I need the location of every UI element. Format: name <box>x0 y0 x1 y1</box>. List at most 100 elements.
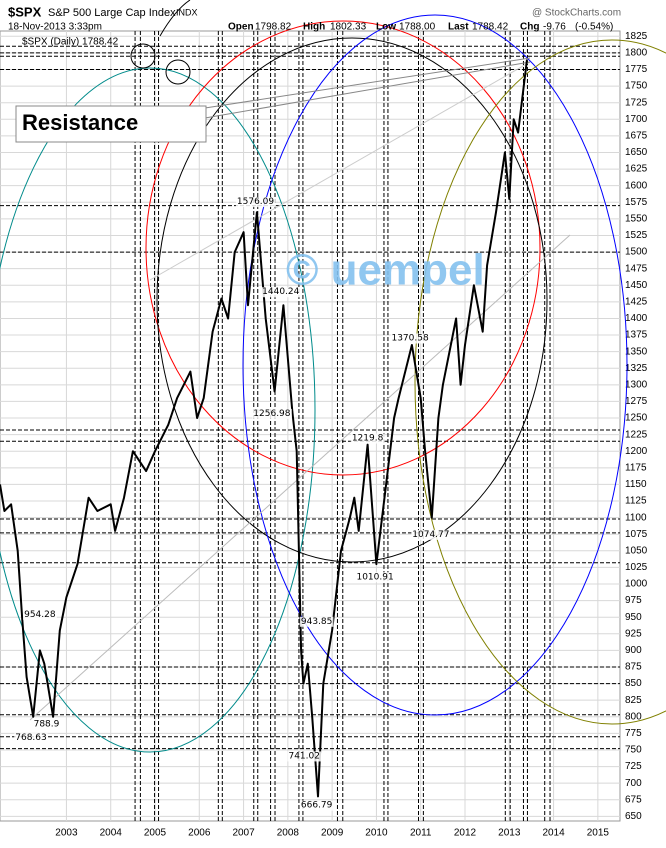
y-tick-label: 850 <box>625 678 642 689</box>
circle <box>130 43 156 69</box>
open: 1798.82 <box>255 22 292 33</box>
annotation-bg <box>261 287 301 298</box>
y-tick-label: 1150 <box>625 479 647 490</box>
y-tick-label: 775 <box>625 728 642 739</box>
y-tick-label: 900 <box>625 645 642 656</box>
y-tick-label: 1050 <box>625 545 648 556</box>
symbol: $SPX <box>8 4 42 19</box>
y-tick-label: 825 <box>625 695 642 706</box>
y-tick-label: 700 <box>625 778 642 789</box>
y-tick-label: 1325 <box>625 363 648 374</box>
annotation-bg <box>299 800 334 811</box>
circle <box>165 59 191 85</box>
resistance-line <box>204 57 531 109</box>
x-tick-label: 2013 <box>498 828 521 839</box>
y-tick-label: 750 <box>625 745 642 756</box>
y-tick-label: 1650 <box>625 147 648 158</box>
y-tick-label: 1000 <box>625 579 648 590</box>
annotation-bg <box>287 751 321 762</box>
annotation-bg <box>390 333 430 344</box>
price-annotation: 954.28 <box>24 610 56 620</box>
y-tick-label: 875 <box>625 662 642 673</box>
y-tick-label: 1225 <box>625 429 648 440</box>
y-tick-label: 1275 <box>625 396 648 407</box>
y-tick-label: 1250 <box>625 413 648 424</box>
price-annotation: 1440.24 <box>262 287 299 297</box>
price-annotation: 741.02 <box>288 751 320 761</box>
y-tick-label: 1125 <box>625 496 647 507</box>
y-tick-label: 1625 <box>625 164 648 175</box>
y-tick-label: 675 <box>625 794 642 805</box>
x-tick-label: 2011 <box>410 828 432 839</box>
resistance-line <box>204 61 531 119</box>
price-annotation: 1256.98 <box>253 409 290 419</box>
price-annotation: 788.9 <box>34 720 60 730</box>
y-tick-label: 1175 <box>625 462 647 473</box>
last: 1788.42 <box>472 22 509 33</box>
price-annotation: 768.63 <box>15 733 47 743</box>
exchange: INDX <box>176 7 198 17</box>
series <box>0 59 528 798</box>
legend: $SPX (Daily) 1788.42 <box>22 37 119 48</box>
y-tick-label: 975 <box>625 595 642 606</box>
y-tick-label: 1400 <box>625 313 648 324</box>
y-tick-label: 950 <box>625 612 642 623</box>
x-tick-label: 2004 <box>100 828 123 839</box>
y-tick-label: 1725 <box>625 97 648 108</box>
price-annotation: 943.85 <box>301 617 333 627</box>
y-tick-label: 1575 <box>625 197 648 208</box>
ellipse <box>145 20 541 476</box>
y-tick-label: 1750 <box>625 81 648 92</box>
y-tick-label: 1300 <box>625 379 648 390</box>
x-tick-label: 2005 <box>144 828 167 839</box>
levels <box>0 31 620 821</box>
x-tick-label: 2009 <box>321 828 344 839</box>
low: 1788.00 <box>399 22 436 33</box>
annotation-bg <box>350 433 385 444</box>
x-tick-label: 2012 <box>454 828 477 839</box>
y-tick-label: 650 <box>625 811 642 822</box>
grid: 650 675 700 725 750 775 800 825 850 875 900 925 950 9… <box>0 31 648 839</box>
y-tick-label: 925 <box>625 628 642 639</box>
last-label: Last <box>448 22 469 33</box>
x-tick-label: 2014 <box>542 828 565 839</box>
callout-box <box>15 105 207 143</box>
ellipse <box>156 37 548 563</box>
y-tick-label: 1075 <box>625 529 648 540</box>
y-tick-label: 1425 <box>625 296 648 307</box>
x-tick-label: 2010 <box>365 828 388 839</box>
price-annotation: 1576.09 <box>237 197 274 207</box>
y-tick-label: 1600 <box>625 180 648 191</box>
y-tick-label: 725 <box>625 761 642 772</box>
y-tick-label: 800 <box>625 711 642 722</box>
high-label: High <box>303 22 325 33</box>
y-tick-label: 1500 <box>625 247 648 258</box>
ellipses <box>0 0 666 753</box>
arc <box>159 0 191 37</box>
y-tick-label: 1475 <box>625 263 648 274</box>
annotation-bg <box>411 529 451 540</box>
y-tick-label: 1700 <box>625 114 648 125</box>
annotation-bg <box>23 609 57 620</box>
price-annotation: 1074.77 <box>412 530 449 540</box>
y-tick-label: 1825 <box>625 31 648 42</box>
annotation-bg <box>252 408 292 419</box>
open-label: Open <box>228 22 254 33</box>
trend-line <box>149 61 531 281</box>
y-tick-label: 1550 <box>625 214 648 225</box>
annotation-bg <box>32 719 61 730</box>
y-tick-label: 1100 <box>625 512 647 523</box>
price-annotation: 666.79 <box>301 801 333 811</box>
ellipse <box>414 39 666 725</box>
x-tick-label: 2008 <box>277 828 300 839</box>
source: @ StockCharts.com <box>532 8 621 19</box>
x-tick-label: 2003 <box>55 828 78 839</box>
watermark: © uempel <box>286 246 485 295</box>
date: 18-Nov-2013 3:33pm <box>8 22 102 33</box>
price-line <box>0 59 528 798</box>
y-tick-label: 1200 <box>625 446 648 457</box>
y-tick-label: 1350 <box>625 346 648 357</box>
chg: -9.76 <box>543 22 566 33</box>
chg-pct: (-0.54%) <box>575 22 613 33</box>
annotation-bg <box>235 197 276 208</box>
